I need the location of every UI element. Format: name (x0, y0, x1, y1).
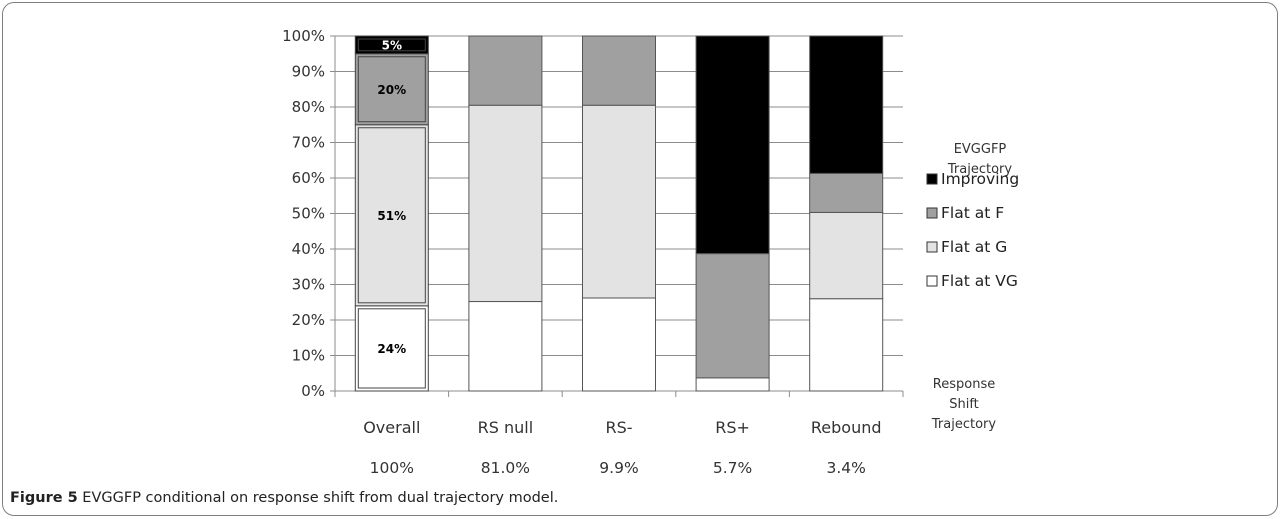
legend-label: Improving (941, 170, 1019, 188)
bar-segment-inner-border (357, 56, 426, 123)
legend-swatch (926, 275, 938, 287)
y-tick-label: 100% (282, 27, 325, 45)
bar-segment-improving (809, 35, 884, 174)
y-tick-label: 50% (292, 205, 325, 223)
category-percentage-label: 3.4% (827, 459, 866, 477)
data-label: 51% (377, 209, 406, 223)
bar-segment-improving (695, 35, 770, 255)
bar-segment-flat-at-g (354, 124, 429, 307)
bar-segment-flat-at-vg (354, 305, 429, 392)
bar-segment-flat-at-vg (809, 298, 884, 392)
bar-segment-flat-at-vg (695, 377, 770, 392)
category-percentage-label: 100% (370, 459, 414, 477)
legend-swatch (926, 173, 938, 185)
bar-segment-flat-at-f (809, 172, 884, 213)
category-percentage-label: 81.0% (481, 459, 530, 477)
bar-segment-flat-at-f (695, 253, 770, 379)
bar-segment-inner-border (357, 38, 426, 52)
x-side-title-line: Trajectory (931, 417, 996, 432)
bar-segment-flat-at-vg (582, 297, 656, 392)
y-tick-label: 30% (292, 276, 325, 294)
x-category-label: Rebound (811, 418, 882, 437)
figure-caption: Figure 5 EVGGFP conditional on response … (10, 490, 558, 506)
bar-segment-flat-at-f (468, 35, 543, 106)
legend-swatch (926, 241, 938, 253)
bar-segment-flat-at-g (582, 104, 656, 299)
bar-segment-flat-at-f (582, 35, 656, 106)
y-tick-label: 70% (292, 134, 325, 152)
category-percentage-label: 5.7% (713, 459, 752, 477)
bar-segment-flat-at-g (809, 211, 884, 300)
bar-segment-flat-at-vg (468, 301, 543, 392)
bar-segment-inner-border (357, 308, 426, 389)
y-tick-label: 90% (292, 63, 325, 81)
y-tick-label: 80% (292, 98, 325, 116)
x-category-label: RS null (478, 418, 534, 437)
x-category-label: RS- (605, 418, 632, 437)
y-tick-label: 10% (292, 347, 325, 365)
x-category-label: Overall (363, 418, 420, 437)
legend-label: Flat at VG (941, 272, 1018, 290)
y-tick-label: 40% (292, 240, 325, 258)
data-label: 20% (377, 83, 406, 97)
category-percentage-label: 9.9% (599, 459, 638, 477)
x-side-title-line: Shift (949, 397, 979, 412)
bar-segment-flat-at-f (354, 53, 429, 126)
legend-label: Flat at G (941, 238, 1007, 256)
y-tick-label: 60% (292, 169, 325, 187)
bar-segment-improving (354, 35, 429, 55)
legend-title-line: Trajectory (947, 162, 1012, 177)
y-tick-label: 20% (292, 311, 325, 329)
data-label: 5% (382, 38, 402, 52)
bar-segment-inner-border (357, 127, 426, 304)
caption-label: Figure 5 (10, 490, 78, 506)
x-side-title-line: Response (933, 377, 995, 392)
legend-swatch (926, 207, 938, 219)
bar-segment-flat-at-g (468, 104, 543, 303)
y-tick-label: 0% (301, 382, 325, 400)
legend-label: Flat at F (941, 204, 1004, 222)
caption-text: EVGGFP conditional on response shift fro… (77, 490, 559, 506)
x-category-label: RS+ (715, 418, 750, 437)
legend-title-line: EVGGFP (954, 142, 1007, 157)
data-label: 24% (377, 342, 406, 356)
